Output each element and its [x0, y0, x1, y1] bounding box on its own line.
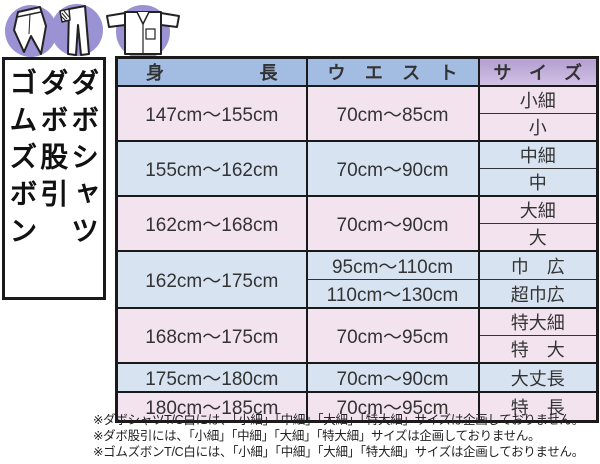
waist-range: 70cm〜90cm	[305, 362, 480, 393]
size-label: 中	[477, 168, 599, 197]
waist-range: 70cm〜90cm	[305, 140, 480, 197]
waist-range: 70cm〜90cm	[305, 195, 480, 252]
size-table: 身長 ウエスト サイズ 147cm〜155cm 70cm〜85cm 小細 小 1…	[115, 56, 599, 423]
product-name-dabo-momohiki: ダボ股引	[37, 68, 69, 216]
table-row: 中	[117, 168, 599, 197]
height-range: 175cm〜180cm	[115, 362, 308, 393]
size-label: 特 大	[477, 335, 599, 364]
table-row: 180cm〜185cm 70cm〜95cm 特 長	[115, 391, 599, 423]
table-row: 162cm〜175cm 95cm〜110cm 巾 広	[115, 250, 599, 309]
table-row: 147cm〜155cm 70cm〜85cm 小細	[115, 85, 599, 142]
height-range: 180cm〜185cm	[115, 391, 308, 423]
waist-range: 70cm〜95cm	[305, 307, 480, 364]
dabo-shirt-icon	[100, 2, 186, 67]
product-name-dabo-shirt: ダボシャツ	[68, 68, 99, 253]
height-range: 162cm〜175cm	[115, 250, 308, 309]
waist-range: 95cm〜110cm	[305, 250, 480, 280]
size-label: 大細	[477, 195, 599, 224]
size-label: 大丈長	[477, 362, 599, 393]
footnote-gomu-zubon: ※ゴムズボンT/C白には、「小細」「中細」「大細」「特大細」サイズは企画しており…	[93, 444, 584, 459]
waist-range: 70cm〜85cm	[305, 85, 480, 142]
waist-range: 70cm〜95cm	[305, 391, 480, 423]
footnotes: ※ダボシャツT/C白には、「小細」「中細」「大細」「特大細」サイズは企画しており…	[93, 413, 584, 460]
size-label: 巾 広	[477, 250, 599, 280]
table-header-row: 身長 ウエスト サイズ	[115, 56, 599, 87]
table-row: 175cm〜180cm 70cm〜90cm 大丈長	[115, 362, 599, 393]
wide-pants-icon	[3, 2, 59, 67]
size-label: 超巾広	[477, 279, 599, 309]
table-row: 小	[117, 113, 599, 142]
table-row: 168cm〜175cm 70cm〜95cm 特大細	[115, 307, 599, 364]
size-label: 小細	[477, 85, 599, 114]
header-height: 身長	[115, 56, 308, 87]
size-label: 特 長	[477, 391, 599, 423]
size-label: 中細	[477, 140, 599, 169]
table-row: 162cm〜168cm 70cm〜90cm 大細	[115, 195, 599, 252]
height-range: 155cm〜162cm	[115, 140, 308, 197]
height-range: 162cm〜168cm	[115, 195, 308, 252]
height-range: 168cm〜175cm	[115, 307, 308, 364]
header-size: サイズ	[477, 56, 599, 87]
size-label: 小	[477, 113, 599, 142]
product-name-gomu-zubon: ゴムズボン	[6, 68, 38, 253]
size-label: 大	[477, 223, 599, 252]
footnote-dabo-shirt: ※ダボシャツT/C白には、「小細」「中細」「大細」「特大細」サイズは企画しており…	[93, 413, 584, 427]
height-range: 147cm〜155cm	[115, 85, 308, 142]
footnote-dabo-momohiki: ※ダボ股引には、「小細」「中細」「大細」「特大細」サイズは企画しておりません。	[93, 428, 541, 443]
product-names-box: ダボシャツ ダボ股引 ゴムズボン	[2, 57, 106, 300]
table-row: 155cm〜162cm 70cm〜90cm 中細	[115, 140, 599, 197]
straight-pants-icon	[49, 1, 105, 66]
header-waist: ウエスト	[305, 56, 480, 87]
size-label: 特大細	[477, 307, 599, 336]
waist-range: 110cm〜130cm	[305, 279, 480, 309]
